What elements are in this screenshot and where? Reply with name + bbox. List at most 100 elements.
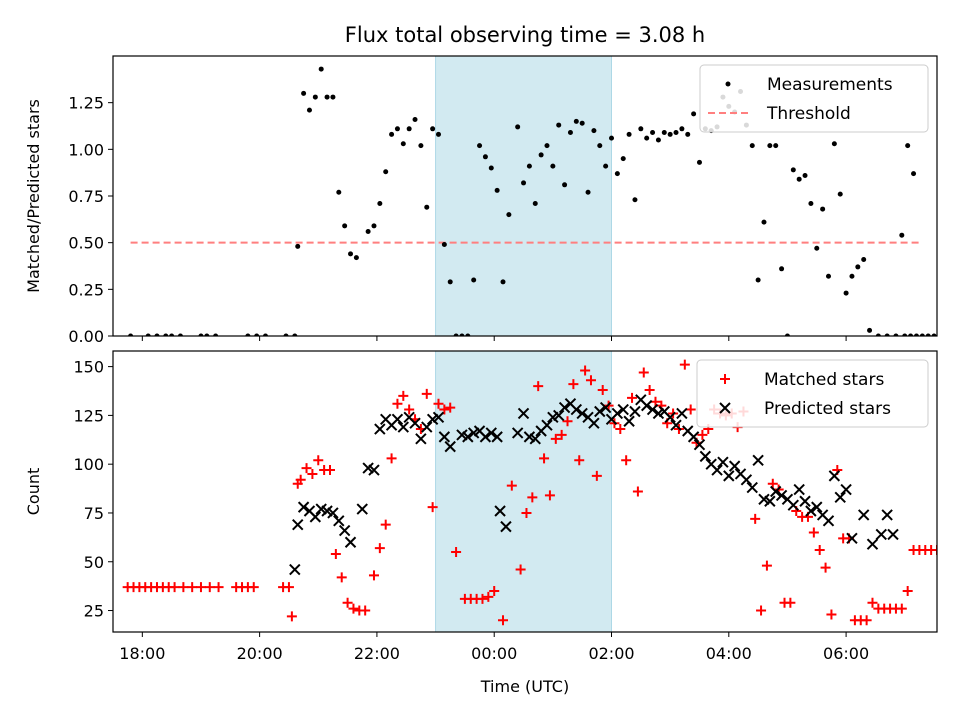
measurement-point: [365, 228, 371, 234]
matched-point: [204, 582, 215, 593]
matched-point: [169, 582, 180, 593]
measurement-point: [773, 143, 779, 149]
matched-point: [585, 375, 596, 386]
measurement-point: [638, 126, 644, 132]
matched-point: [785, 597, 796, 608]
measurement-point: [644, 135, 650, 141]
matched-point: [955, 545, 960, 555]
measurement-point: [424, 204, 430, 210]
matched-point: [195, 582, 206, 593]
matched-point: [421, 388, 432, 399]
matched-point: [301, 463, 312, 474]
measurement-point: [808, 200, 814, 206]
measurement-point: [406, 126, 412, 132]
predicted-point: [775, 489, 788, 502]
measurement-point: [301, 90, 307, 96]
measurement-point: [482, 154, 488, 160]
predicted-point: [805, 505, 817, 517]
measurement-point: [430, 126, 436, 132]
y-tick-label: 1.25: [68, 94, 104, 113]
measurement-point: [905, 143, 911, 149]
predicted-point: [770, 485, 782, 498]
y-tick-label: 125: [73, 406, 104, 425]
measurement-point: [412, 116, 418, 122]
measurement-point: [377, 200, 383, 206]
matched-point: [348, 603, 359, 614]
predicted-point: [444, 440, 456, 453]
measurement-point: [526, 163, 532, 169]
predicted-point: [664, 411, 676, 424]
legend-label: Predicted stars: [764, 399, 891, 419]
predicted-point: [333, 515, 345, 527]
matched-point: [867, 597, 878, 608]
predicted-point: [822, 515, 835, 527]
matched-point: [515, 564, 526, 575]
measurement-point: [849, 273, 855, 279]
x-tick-label: 18:00: [119, 644, 165, 663]
y-tick-label: 0.75: [68, 187, 104, 206]
matched-point: [313, 455, 324, 466]
predicted-point: [541, 419, 553, 431]
predicted-point: [297, 501, 310, 513]
measurement-point: [667, 131, 673, 137]
matched-point: [427, 502, 438, 513]
observing-span: [435, 350, 613, 633]
y-tick-label: 150: [73, 358, 104, 377]
matched-point: [521, 507, 532, 518]
predicted-point: [432, 411, 445, 424]
measurement-point: [893, 333, 899, 336]
y-tick-label: 50: [84, 553, 104, 572]
bottom-panel: 25 50 75 100 125 150 18:00 20:00 22:00 00:00 02:00…: [24, 350, 960, 696]
measurement-point: [292, 333, 298, 336]
x-tick-label: 06:00: [823, 644, 869, 663]
measurement-point: [459, 333, 465, 336]
measurement-point: [814, 245, 820, 251]
measurement-point: [394, 126, 400, 132]
measurement-point: [262, 333, 268, 336]
measurement-point: [435, 131, 441, 137]
measurement-point: [515, 124, 521, 130]
measurement-point: [579, 120, 585, 126]
measurement-point: [899, 232, 905, 238]
measurement-point: [591, 128, 597, 134]
measurement-point: [796, 176, 802, 182]
matched-point: [591, 470, 602, 481]
matched-point: [380, 519, 391, 530]
predicted-point: [588, 417, 600, 429]
predicted-point: [292, 518, 304, 531]
measurement-point: [911, 171, 917, 177]
measurement-point: [198, 333, 204, 336]
observing-span: [435, 55, 613, 337]
measurement-point: [837, 191, 843, 197]
matched-point: [950, 545, 960, 555]
measurement-point: [749, 143, 755, 149]
matched-point: [861, 615, 872, 626]
measurement-point: [342, 223, 348, 229]
matched-point: [597, 385, 608, 396]
predicted-point: [309, 511, 322, 523]
predicted-point: [717, 456, 729, 468]
predicted-point: [491, 431, 503, 443]
matched-point: [498, 615, 509, 626]
measurement-point: [336, 189, 342, 195]
y-tick-label: 1.00: [68, 140, 104, 159]
measurement-point: [532, 200, 538, 206]
measurement-point: [500, 279, 506, 285]
measurement-point: [655, 137, 661, 143]
matched-point: [178, 582, 189, 593]
predicted-point: [500, 520, 512, 533]
measurement-point: [919, 333, 925, 336]
measurement-point: [447, 279, 453, 285]
measurement-point: [389, 131, 395, 137]
legend-label: Measurements: [767, 75, 893, 95]
matched-point: [187, 582, 198, 593]
predicted-point: [866, 538, 879, 550]
legend-marker: [720, 374, 730, 384]
measurement-point: [767, 143, 773, 149]
measurement-point: [632, 197, 638, 203]
chart-title: Flux total observing time = 3.08 h: [345, 23, 705, 47]
top-panel: 0.00 0.25 0.50 0.75 1.00 1.25 Matched/Predicte…: [24, 55, 938, 346]
matched-point: [489, 586, 500, 597]
measurement-point: [820, 206, 826, 212]
matched-point: [506, 480, 517, 491]
